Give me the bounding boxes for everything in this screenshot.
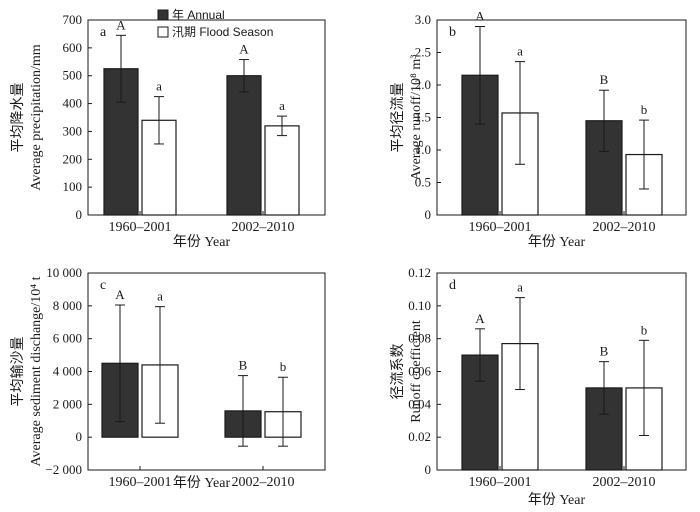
chart-panel-d: 0 0.02 0.04 0.06 0.08 0.10 0.12 d A Ba b 1960–2001 2… xyxy=(390,265,687,508)
y-tick-label: 0.04 xyxy=(408,396,431,411)
legend: 年 Annual 汛期 Flood Season xyxy=(157,8,273,39)
y-tick-label: 100 xyxy=(63,179,83,194)
y-axis-label-cn: 径流系数 xyxy=(390,344,406,400)
panel-letter: d xyxy=(449,278,456,293)
x-category-label: 2002–2010 xyxy=(232,475,295,490)
y-tick-label: 1.0 xyxy=(415,142,431,157)
plot-frame xyxy=(87,19,326,216)
y-tick-label: −2 000 xyxy=(45,462,82,477)
y-tick-label: 1.5 xyxy=(415,110,431,125)
x-category-label: 2002–2010 xyxy=(593,220,656,235)
y-tick-label: 0.12 xyxy=(408,265,431,280)
x-axis-label: 年份 Year xyxy=(173,234,231,250)
y-axis-label-cn: 平均输沙量 xyxy=(10,337,26,407)
significance-letter: a xyxy=(517,44,523,59)
y-tick-label: 0 xyxy=(425,462,432,477)
bar-flood xyxy=(264,125,300,216)
significance-letter: a xyxy=(157,289,163,304)
panel-letter: c xyxy=(100,278,106,293)
y-tick-label: 700 xyxy=(63,12,83,27)
y-tick-label: 0.06 xyxy=(408,364,431,379)
significance-letter: A xyxy=(116,17,126,32)
y-tick-label: 0 xyxy=(76,429,83,444)
significance-letter: B xyxy=(600,72,609,87)
y-axis-label-en: Average sediment dischange/10⁴ t xyxy=(29,276,44,466)
y-tick-label: 2.0 xyxy=(415,77,431,92)
significance-letter: A xyxy=(115,287,125,302)
y-tick-label: 6 000 xyxy=(53,331,82,346)
x-category-label: 2002–2010 xyxy=(593,475,656,490)
significance-letter: b xyxy=(641,322,648,337)
y-tick-label: 0.10 xyxy=(408,298,431,313)
significance-letter: A xyxy=(475,9,485,24)
significance-letter: B xyxy=(239,358,248,373)
y-tick-label: 200 xyxy=(63,151,83,166)
bar-annual xyxy=(226,75,262,216)
legend-swatch-flood xyxy=(157,26,169,38)
y-axis-label-cn: 平均降水量 xyxy=(10,83,26,153)
x-category-label: 1960–2001 xyxy=(109,475,172,490)
y-tick-label: 0 xyxy=(425,207,432,222)
x-axis-label: 年份 Year xyxy=(528,234,586,250)
x-axis-label: 年份 Year xyxy=(173,475,231,491)
significance-letter: b xyxy=(280,359,287,374)
y-tick-label: 600 xyxy=(63,40,83,55)
y-tick-label: 500 xyxy=(63,68,83,83)
legend-label-flood: 汛期 Flood Season xyxy=(172,25,273,39)
legend-label-annual: 年 Annual xyxy=(172,8,225,22)
panel-letter: b xyxy=(449,25,456,40)
panel-letter: a xyxy=(100,25,107,40)
y-axis-label-en: Average runoff/10⁸ m³ xyxy=(409,55,424,181)
y-tick-label: 0.08 xyxy=(408,331,431,346)
chart-panel-b: 0 0.5 1.0 1.5 2.0 2.5 3.0 b A Ba b 1960–2001 2002–20… xyxy=(390,9,687,250)
significance-letter: a xyxy=(279,98,285,113)
x-category-label: 1960–2001 xyxy=(109,220,172,235)
y-tick-label: 400 xyxy=(63,96,83,111)
x-category-label: 1960–2001 xyxy=(469,475,532,490)
significance-letter: A xyxy=(475,311,485,326)
significance-letter: B xyxy=(600,344,609,359)
significance-letter: a xyxy=(517,280,523,295)
y-tick-label: 0.02 xyxy=(408,429,431,444)
chart-panel-c: −2 000 0 2 000 4 000 6 000 8 000 10 000 cA Ba b 19… xyxy=(10,265,326,491)
significance-letter: b xyxy=(641,102,648,117)
x-axis-label: 年份 Year xyxy=(528,492,586,508)
legend-swatch-annual xyxy=(157,9,169,21)
y-tick-label: 10 000 xyxy=(46,265,82,280)
y-axis-label-en: Runoff coefficient xyxy=(409,320,424,423)
y-tick-label: 2 000 xyxy=(53,396,82,411)
y-tick-label: 0 xyxy=(76,207,83,222)
x-category-label: 2002–2010 xyxy=(232,220,295,235)
significance-letter: A xyxy=(239,42,249,57)
significance-letter: a xyxy=(156,79,162,94)
y-axis-label-cn: 平均径流量 xyxy=(390,83,406,153)
y-tick-label: 300 xyxy=(63,123,83,138)
y-axis-label-en: Average precipitation/mm xyxy=(29,44,44,190)
y-tick-label: 3.0 xyxy=(415,12,431,27)
y-tick-label: 2.5 xyxy=(415,45,431,60)
y-tick-label: 4 000 xyxy=(53,364,82,379)
x-category-label: 1960–2001 xyxy=(469,220,532,235)
y-tick-label: 8 000 xyxy=(53,298,82,313)
y-tick-label: 0.5 xyxy=(415,175,431,190)
